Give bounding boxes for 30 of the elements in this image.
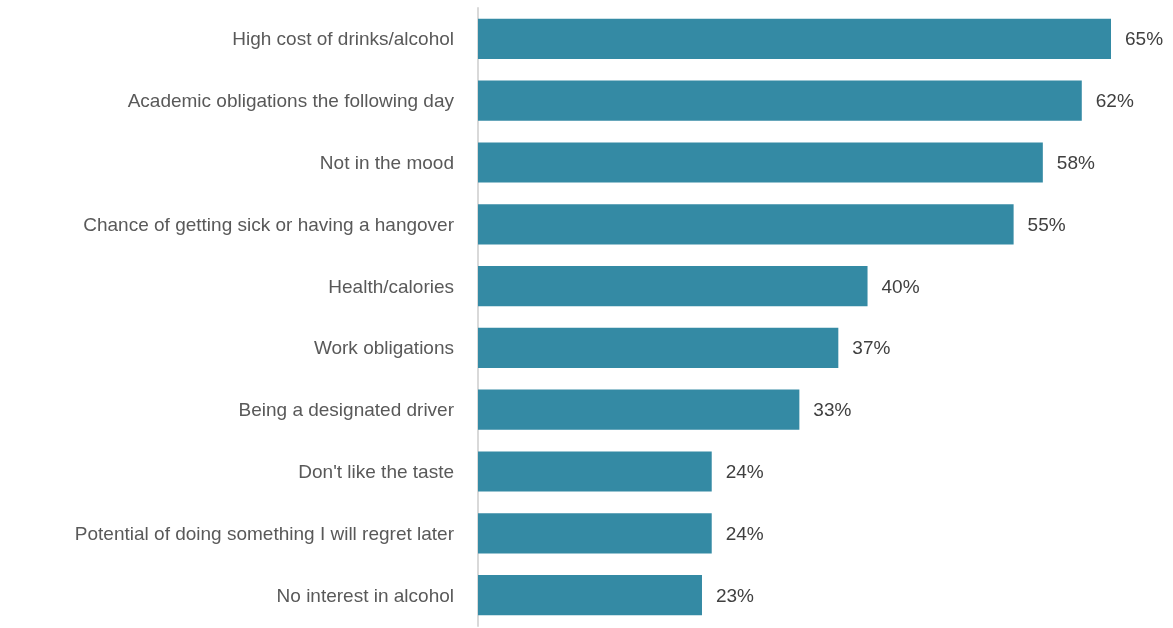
y-tick-label: Health/calories [328,275,454,297]
data-label: 58% [1056,152,1095,173]
y-tick-label: Being a designated driver [238,399,455,421]
bar [478,18,1111,59]
y-tick-label: High cost of drinks/alcohol [232,28,454,50]
y-tick-label: Don't like the taste [298,461,454,482]
bar [478,513,712,554]
bar [478,389,800,430]
y-tick-label: Work obligations [313,337,454,359]
data-label: 33% [813,399,852,421]
y-tick-label: Not in the mood [319,152,454,173]
data-label: 65% [1125,28,1164,50]
y-tick-label: No interest in alcohol [276,584,454,606]
y-tick-label: Chance of getting sick or having a hangover [83,213,455,235]
data-label: 24% [725,522,764,544]
bar [478,575,702,616]
bar [478,266,868,307]
data-label: 23% [715,584,755,606]
y-tick-label: Potential of doing something I will regret later [74,522,455,544]
data-label: 55% [1027,213,1066,235]
data-label: 24% [725,461,764,482]
bar [478,327,839,368]
data-label: 62% [1095,90,1134,112]
bar [478,204,1014,245]
bar [478,451,712,492]
data-label: 40% [881,275,920,297]
data-label: 37% [852,337,891,359]
bar [478,80,1082,121]
bar [478,142,1043,183]
y-tick-label: Academic obligations the following day [127,90,455,112]
